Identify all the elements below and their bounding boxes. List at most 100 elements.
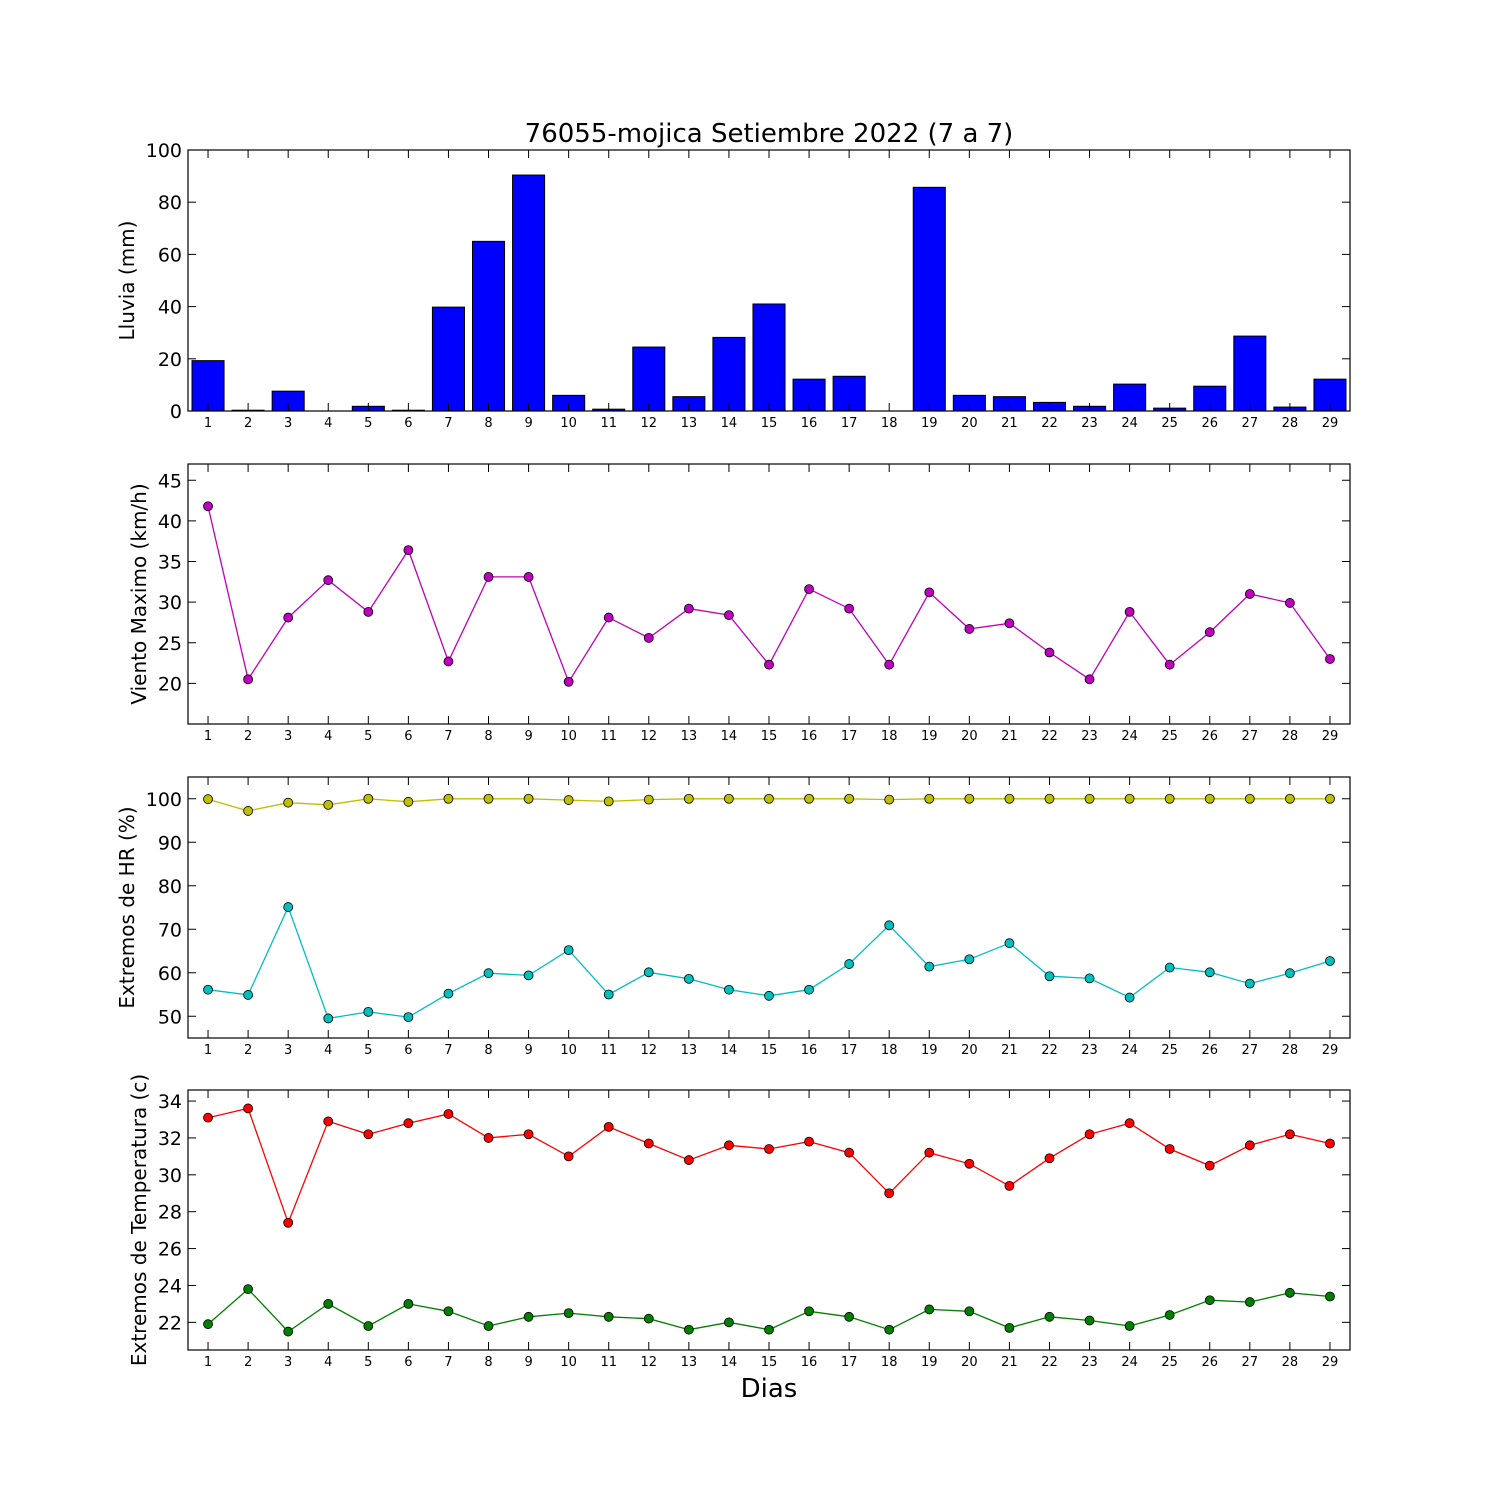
y-axis-label-temperatura: Extremos de Temperatura (c): [127, 1074, 151, 1366]
x-tick-label-viento: 25: [1161, 729, 1178, 744]
point-temperatura-1-day-26: [1204, 1295, 1215, 1306]
point-viento-0-day-23: [1084, 674, 1095, 685]
point-temperatura-1-day-13: [683, 1324, 694, 1335]
point-viento-0-day-3: [283, 612, 294, 623]
x-tick-label-viento: 27: [1242, 729, 1259, 744]
y-tick-label-viento: 25: [158, 633, 182, 655]
x-tick-label-viento: 18: [881, 729, 898, 744]
point-viento-0-day-13: [683, 603, 694, 614]
point-hr-1-day-23: [1084, 973, 1095, 984]
x-tick-label-lluvia: 14: [721, 416, 738, 431]
x-tick-label-viento: 21: [1001, 729, 1018, 744]
point-temperatura-1-day-8: [483, 1321, 494, 1331]
point-hr-1-day-16: [804, 984, 814, 995]
point-temperatura-0-day-10: [563, 1151, 574, 1162]
x-tick-label-hr: 18: [881, 1043, 898, 1058]
point-hr-0-day-9: [523, 793, 534, 804]
x-tick-label-temperatura: 6: [404, 1355, 412, 1370]
x-tick-label-temperatura: 5: [364, 1355, 372, 1370]
x-tick-label-hr: 8: [484, 1043, 492, 1058]
x-tick-label-hr: 17: [841, 1043, 858, 1058]
point-temperatura-1-day-6: [403, 1299, 414, 1309]
point-temperatura-1-day-19: [924, 1304, 935, 1315]
x-tick-label-temperatura: 24: [1121, 1355, 1138, 1370]
point-hr-1-day-18: [884, 920, 895, 931]
x-tick-label-temperatura: 26: [1201, 1355, 1218, 1370]
y-tick-label-hr: 80: [158, 876, 182, 898]
x-tick-label-viento: 16: [801, 729, 818, 744]
y-tick-label-temperatura: 24: [158, 1275, 182, 1297]
point-hr-0-day-19: [924, 793, 935, 804]
x-tick-label-viento: 12: [641, 729, 658, 744]
x-tick-label-lluvia: 10: [560, 416, 577, 431]
x-tick-label-viento: 10: [560, 729, 577, 744]
x-tick-label-hr: 1: [204, 1043, 212, 1058]
point-temperatura-0-day-25: [1164, 1144, 1175, 1154]
series-line-temperatura-0: [207, 1107, 1331, 1225]
point-temperatura-1-day-23: [1084, 1315, 1095, 1326]
x-tick-label-hr: 25: [1161, 1043, 1178, 1058]
point-hr-1-day-21: [1004, 938, 1015, 949]
y-tick-label-hr: 100: [146, 789, 182, 811]
point-temperatura-0-day-21: [1004, 1180, 1015, 1191]
y-tick-label-lluvia: 20: [158, 349, 182, 371]
point-hr-1-day-1: [203, 984, 213, 995]
point-viento-0-day-19: [924, 587, 935, 598]
point-hr-0-day-6: [403, 796, 414, 807]
point-temperatura-0-day-26: [1204, 1160, 1215, 1171]
x-tick-label-lluvia: 4: [324, 416, 332, 431]
point-hr-0-day-2: [243, 806, 254, 816]
y-tick-label-hr: 90: [158, 832, 182, 854]
y-axis-label-lluvia: Lluvia (mm): [115, 221, 139, 341]
point-hr-1-day-10: [563, 945, 574, 956]
x-tick-label-hr: 12: [641, 1043, 658, 1058]
point-hr-1-day-17: [844, 959, 855, 969]
point-hr-1-day-27: [1244, 978, 1255, 989]
x-tick-label-viento: 11: [600, 729, 617, 744]
x-tick-label-viento: 26: [1201, 729, 1218, 744]
x-tick-label-lluvia: 23: [1081, 416, 1098, 431]
x-tick-label-lluvia: 9: [524, 416, 532, 431]
point-hr-0-day-27: [1244, 793, 1255, 804]
x-tick-label-lluvia: 1: [204, 416, 212, 431]
point-hr-0-day-12: [643, 794, 654, 805]
point-hr-1-day-19: [924, 961, 935, 972]
x-tick-label-lluvia: 8: [484, 416, 492, 431]
x-tick-label-hr: 20: [961, 1043, 978, 1058]
x-tick-label-viento: 1: [204, 729, 212, 744]
point-temperatura-0-day-9: [523, 1129, 534, 1140]
point-temperatura-1-day-9: [523, 1311, 534, 1322]
point-temperatura-1-day-24: [1124, 1321, 1135, 1331]
point-viento-0-day-20: [964, 624, 975, 634]
y-tick-label-lluvia: 0: [170, 401, 182, 423]
point-hr-1-day-4: [323, 1013, 334, 1024]
x-tick-label-lluvia: 7: [444, 416, 452, 431]
x-tick-label-hr: 10: [560, 1043, 577, 1058]
x-tick-label-viento: 15: [761, 729, 778, 744]
x-tick-label-temperatura: 14: [721, 1355, 738, 1370]
x-tick-label-temperatura: 12: [641, 1355, 658, 1370]
point-hr-0-day-28: [1284, 793, 1295, 804]
point-temperatura-1-day-3: [283, 1326, 294, 1337]
point-hr-0-day-8: [483, 793, 494, 804]
point-temperatura-0-day-12: [643, 1138, 654, 1149]
y-tick-label-lluvia: 60: [158, 244, 182, 266]
bar-lluvia-day-9: [512, 174, 546, 412]
x-tick-label-lluvia: 22: [1041, 416, 1058, 431]
point-hr-0-day-11: [603, 796, 614, 807]
x-tick-label-lluvia: 25: [1161, 416, 1178, 431]
bar-lluvia-day-7: [431, 306, 465, 412]
y-tick-label-viento: 40: [158, 511, 182, 533]
x-tick-label-temperatura: 16: [801, 1355, 818, 1370]
point-temperatura-1-day-28: [1284, 1287, 1295, 1298]
x-tick-label-lluvia: 2: [244, 416, 252, 431]
x-tick-label-viento: 7: [444, 729, 452, 744]
point-hr-0-day-16: [804, 793, 814, 804]
x-tick-label-hr: 29: [1322, 1043, 1339, 1058]
y-tick-label-hr: 60: [158, 963, 182, 985]
x-tick-label-viento: 28: [1282, 729, 1299, 744]
x-tick-label-hr: 19: [921, 1043, 938, 1058]
point-temperatura-1-day-5: [363, 1321, 374, 1331]
point-temperatura-1-day-18: [884, 1324, 895, 1335]
x-tick-label-hr: 28: [1282, 1043, 1299, 1058]
